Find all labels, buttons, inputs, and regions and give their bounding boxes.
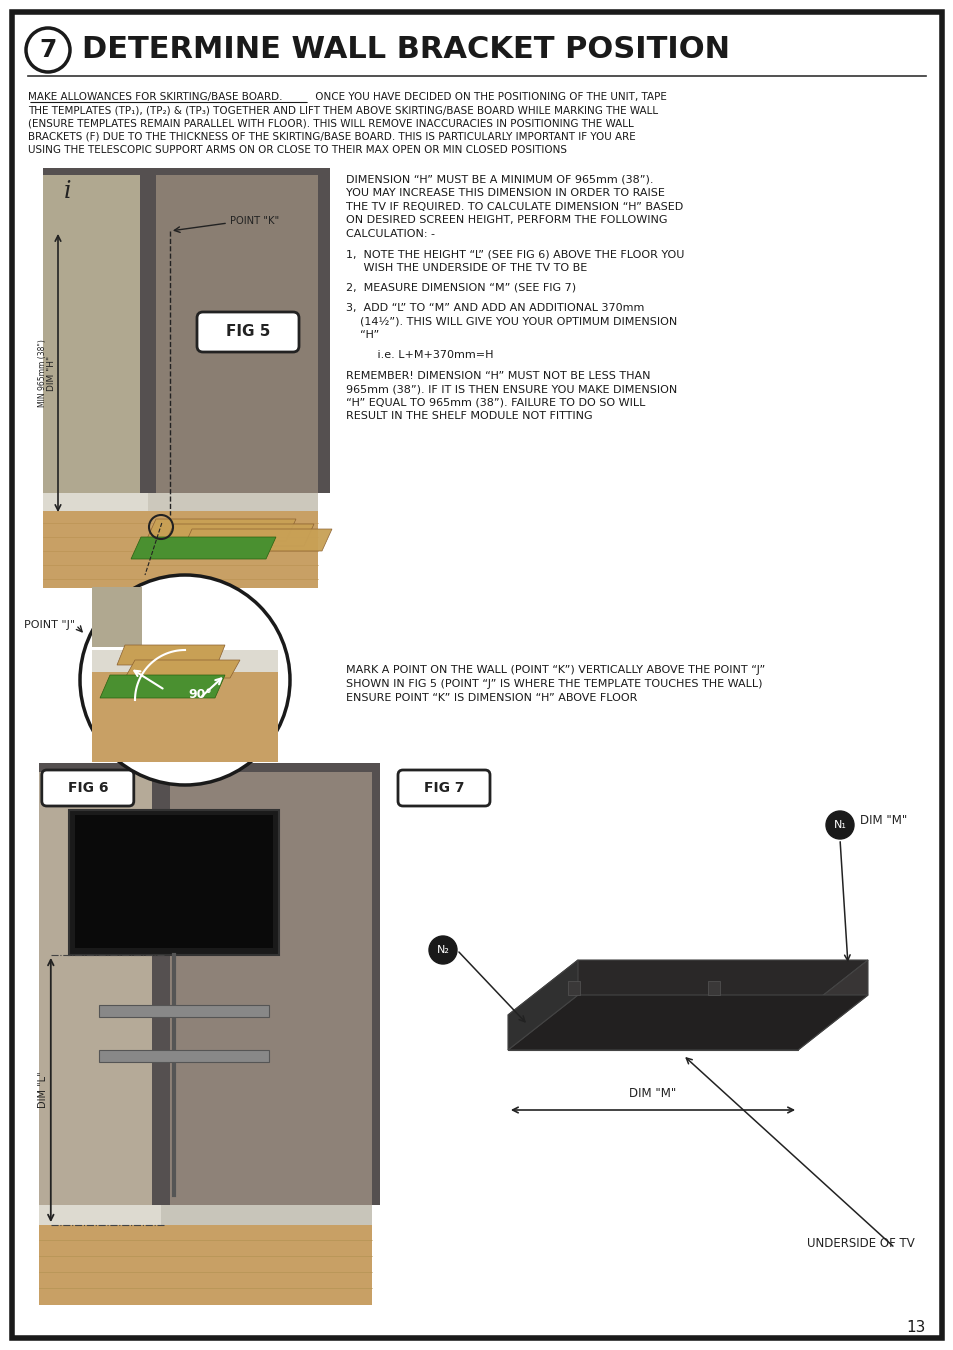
Text: i.e. L+M+370mm=H: i.e. L+M+370mm=H xyxy=(346,351,493,360)
FancyBboxPatch shape xyxy=(28,755,388,1310)
Polygon shape xyxy=(43,167,330,176)
Text: THE TEMPLATES (TP₁), (TP₂) & (TP₃) TOGETHER AND LIFT THEM ABOVE SKIRTING/BASE BO: THE TEMPLATES (TP₁), (TP₂) & (TP₃) TOGET… xyxy=(28,105,658,115)
Polygon shape xyxy=(507,995,867,1050)
Text: 2,  MEASURE DIMENSION “M” (SEE FIG 7): 2, MEASURE DIMENSION “M” (SEE FIG 7) xyxy=(346,284,576,293)
FancyBboxPatch shape xyxy=(91,587,142,647)
FancyBboxPatch shape xyxy=(388,755,929,1310)
FancyBboxPatch shape xyxy=(91,649,277,672)
FancyBboxPatch shape xyxy=(397,769,490,806)
FancyBboxPatch shape xyxy=(74,815,273,948)
Text: DIMENSION “H” MUST BE A MINIMUM OF 965mm (38”).: DIMENSION “H” MUST BE A MINIMUM OF 965mm… xyxy=(346,176,653,185)
Polygon shape xyxy=(164,524,314,545)
FancyBboxPatch shape xyxy=(567,981,579,995)
Polygon shape xyxy=(117,645,225,666)
FancyBboxPatch shape xyxy=(69,810,278,954)
Circle shape xyxy=(429,936,456,964)
Text: MIN 965mm (38"): MIN 965mm (38") xyxy=(38,339,48,406)
Polygon shape xyxy=(43,512,317,589)
Text: FIG 7: FIG 7 xyxy=(423,782,464,795)
Polygon shape xyxy=(317,173,330,493)
Text: (14½”). THIS WILL GIVE YOU YOUR OPTIMUM DIMENSION: (14½”). THIS WILL GIVE YOU YOUR OPTIMUM … xyxy=(346,317,677,327)
Text: 3,  ADD “L” TO “M” AND ADD AN ADDITIONAL 370mm: 3, ADD “L” TO “M” AND ADD AN ADDITIONAL … xyxy=(346,304,643,313)
Text: CALCULATION: -: CALCULATION: - xyxy=(346,230,435,239)
Text: SHOWN IN FIG 5 (POINT “J” IS WHERE THE TEMPLATE TOUCHES THE WALL): SHOWN IN FIG 5 (POINT “J” IS WHERE THE T… xyxy=(346,679,761,688)
FancyBboxPatch shape xyxy=(99,1050,269,1062)
Polygon shape xyxy=(125,660,240,678)
Text: WISH THE UNDERSIDE OF THE TV TO BE: WISH THE UNDERSIDE OF THE TV TO BE xyxy=(346,263,587,273)
Circle shape xyxy=(825,811,853,838)
Polygon shape xyxy=(507,960,578,1050)
Text: i: i xyxy=(64,180,71,202)
Text: “H” EQUAL TO 965mm (38”). FAILURE TO DO SO WILL: “H” EQUAL TO 965mm (38”). FAILURE TO DO … xyxy=(346,398,644,408)
Polygon shape xyxy=(43,173,330,208)
Polygon shape xyxy=(161,1206,372,1224)
Polygon shape xyxy=(43,173,148,493)
Polygon shape xyxy=(39,763,379,772)
Text: “H”: “H” xyxy=(346,331,379,340)
Text: DIM "L": DIM "L" xyxy=(38,1072,48,1108)
Text: POINT "J": POINT "J" xyxy=(24,620,75,630)
Text: YOU MAY INCREASE THIS DIMENSION IN ORDER TO RAISE: YOU MAY INCREASE THIS DIMENSION IN ORDER… xyxy=(346,189,664,198)
Text: N₂: N₂ xyxy=(436,945,449,954)
Circle shape xyxy=(80,575,290,784)
Polygon shape xyxy=(146,518,295,541)
Polygon shape xyxy=(507,1015,797,1050)
Text: 90°: 90° xyxy=(188,688,212,702)
Text: MAKE ALLOWANCES FOR SKIRTING/BASE BOARD.: MAKE ALLOWANCES FOR SKIRTING/BASE BOARD. xyxy=(28,92,282,103)
FancyBboxPatch shape xyxy=(42,769,133,806)
Text: THE TV IF REQUIRED. TO CALCULATE DIMENSION “H” BASED: THE TV IF REQUIRED. TO CALCULATE DIMENSI… xyxy=(346,202,682,212)
Text: DIM "M": DIM "M" xyxy=(629,1087,676,1100)
Text: UNDERSIDE OF TV: UNDERSIDE OF TV xyxy=(806,1237,914,1250)
Polygon shape xyxy=(140,173,156,508)
Text: 1,  NOTE THE HEIGHT “L” (SEE FIG 6) ABOVE THE FLOOR YOU: 1, NOTE THE HEIGHT “L” (SEE FIG 6) ABOVE… xyxy=(346,250,683,259)
Polygon shape xyxy=(39,1224,372,1305)
Polygon shape xyxy=(148,493,317,512)
Text: DIM "M": DIM "M" xyxy=(859,814,906,826)
Polygon shape xyxy=(131,537,275,559)
Polygon shape xyxy=(43,493,148,512)
Text: N₁: N₁ xyxy=(833,819,845,830)
Text: FIG 6: FIG 6 xyxy=(68,782,108,795)
Text: DETERMINE WALL BRACKET POSITION: DETERMINE WALL BRACKET POSITION xyxy=(82,35,729,65)
Text: ONCE YOU HAVE DECIDED ON THE POSITIONING OF THE UNIT, TAPE: ONCE YOU HAVE DECIDED ON THE POSITIONING… xyxy=(312,92,666,103)
Polygon shape xyxy=(182,529,332,551)
Text: POINT "K": POINT "K" xyxy=(230,216,279,225)
FancyBboxPatch shape xyxy=(12,12,941,1338)
Text: DIM "H": DIM "H" xyxy=(48,355,56,390)
Text: ON DESIRED SCREEN HEIGHT, PERFORM THE FOLLOWING: ON DESIRED SCREEN HEIGHT, PERFORM THE FO… xyxy=(346,216,667,225)
Text: BRACKETS (F) DUE TO THE THICKNESS OF THE SKIRTING/BASE BOARD. THIS IS PARTICULAR: BRACKETS (F) DUE TO THE THICKNESS OF THE… xyxy=(28,131,635,142)
Polygon shape xyxy=(797,960,867,1050)
Polygon shape xyxy=(372,769,379,1206)
Text: REMEMBER! DIMENSION “H” MUST NOT BE LESS THAN: REMEMBER! DIMENSION “H” MUST NOT BE LESS… xyxy=(346,371,650,381)
FancyBboxPatch shape xyxy=(28,163,330,593)
Text: 965mm (38”). IF IT IS THEN ENSURE YOU MAKE DIMENSION: 965mm (38”). IF IT IS THEN ENSURE YOU MA… xyxy=(346,385,677,394)
FancyBboxPatch shape xyxy=(91,672,277,761)
Polygon shape xyxy=(39,1206,161,1224)
Text: 13: 13 xyxy=(905,1320,925,1335)
Polygon shape xyxy=(39,769,379,805)
Text: USING THE TELESCOPIC SUPPORT ARMS ON OR CLOSE TO THEIR MAX OPEN OR MIN CLOSED PO: USING THE TELESCOPIC SUPPORT ARMS ON OR … xyxy=(28,144,566,155)
Polygon shape xyxy=(39,769,161,1206)
Polygon shape xyxy=(152,769,170,1223)
Text: RESULT IN THE SHELF MODULE NOT FITTING: RESULT IN THE SHELF MODULE NOT FITTING xyxy=(346,412,592,421)
Polygon shape xyxy=(161,769,379,1206)
Text: 7: 7 xyxy=(39,38,56,62)
Text: ENSURE POINT “K” IS DIMENSION “H” ABOVE FLOOR: ENSURE POINT “K” IS DIMENSION “H” ABOVE … xyxy=(346,693,637,703)
Text: FIG 5: FIG 5 xyxy=(226,324,270,339)
FancyBboxPatch shape xyxy=(99,1004,269,1017)
FancyBboxPatch shape xyxy=(707,981,720,995)
Text: (ENSURE TEMPLATES REMAIN PARALLEL WITH FLOOR). THIS WILL REMOVE INACCURACIES IN : (ENSURE TEMPLATES REMAIN PARALLEL WITH F… xyxy=(28,119,633,128)
Polygon shape xyxy=(148,173,330,493)
Polygon shape xyxy=(507,960,867,1015)
FancyBboxPatch shape xyxy=(196,312,298,352)
Text: MARK A POINT ON THE WALL (POINT “K”) VERTICALLY ABOVE THE POINT “J”: MARK A POINT ON THE WALL (POINT “K”) VER… xyxy=(346,666,764,675)
Polygon shape xyxy=(100,675,225,698)
